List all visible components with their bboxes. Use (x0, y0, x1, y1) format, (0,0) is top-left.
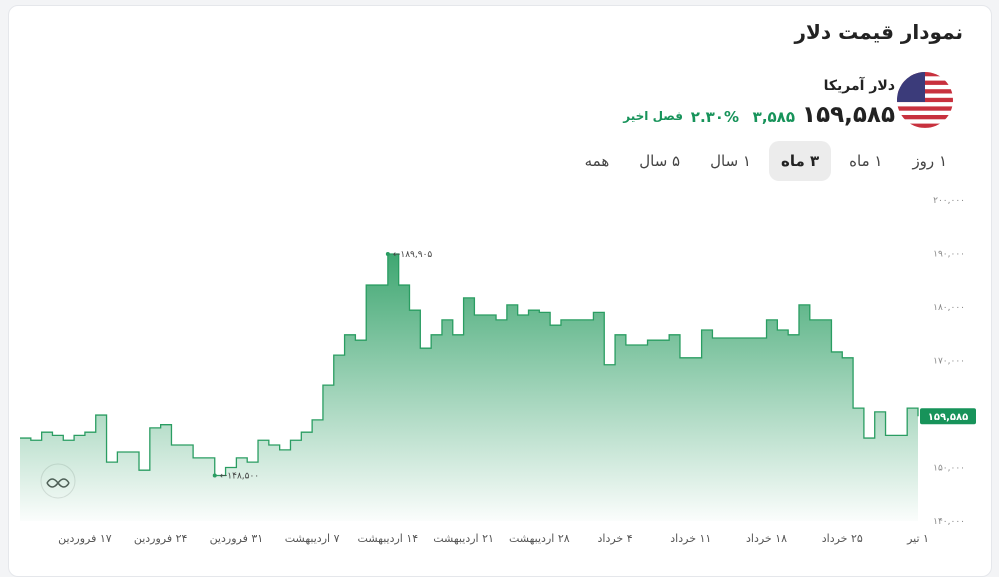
x-tick-label: ۱۱ خرداد (670, 532, 711, 545)
y-tick-label: ۲۰۰,۰۰۰ (933, 196, 965, 206)
y-tick-label: ۱۸۰,۰۰۰ (933, 303, 965, 313)
x-tick-label: ۲۵ خرداد (822, 532, 863, 545)
currency-price: ۱۵۹,۵۸۵ (802, 102, 895, 128)
x-tick-label: ۲۴ فروردین (134, 532, 188, 545)
chart: ۱۴۰,۰۰۰ ۱۵۰,۰۰۰ ۱۷۰,۰۰۰ ۱۸۰,۰۰۰ ۱۹۰,۰۰۰ ۲۰۰,۰… (20, 196, 976, 545)
x-tick-label: ۲۱ اردیبهشت (433, 532, 494, 545)
extreme-point (212, 473, 217, 478)
y-tick-label: ۱۵۰,۰۰۰ (933, 464, 965, 474)
page-title: نمودار قیمت دلار (794, 20, 963, 44)
x-tick-label: ۱ تیر (906, 532, 929, 545)
range-tab[interactable]: ۱ ماه (849, 152, 883, 170)
range-tab[interactable]: ۱ سال (710, 152, 751, 170)
price-change-percent: ۲.۳۰% (690, 108, 739, 126)
y-tick-label: ۱۴۰,۰۰۰ (933, 517, 965, 527)
x-tick-label: ۲۸ اردیبهشت (509, 532, 570, 545)
area (20, 254, 918, 522)
y-tick-label: ۱۷۰,۰۰۰ (933, 357, 965, 367)
x-tick-label: ۳۱ فروردین (210, 532, 264, 545)
extreme-point (385, 252, 390, 257)
price-change: ۳,۵۸۵ (752, 108, 795, 126)
x-tick-label: ۷ اردیبهشت (285, 532, 340, 545)
change-period: فصل اخیر (623, 109, 683, 123)
x-tick-label: ۱۸ خرداد (746, 532, 787, 545)
range-tab[interactable]: ۱ روز (912, 152, 947, 170)
flag (897, 72, 953, 128)
currency-name: دلار آمریکا (823, 78, 895, 94)
line (20, 253, 919, 477)
extreme-label: ←۱۴۸,۵۰۰ (220, 472, 259, 482)
x-tick-label: ۴ خرداد (597, 532, 632, 545)
range-tabs: ۱ روز ۱ ماه ۳ ماه ۱ سال ۵ سال همه (573, 141, 959, 181)
y-tick-label: ۱۹۰,۰۰۰ (933, 250, 965, 260)
range-tab[interactable]: ۳ ماه (768, 141, 832, 181)
extreme-label: ←۱۸۹,۹۰۵ (393, 250, 433, 260)
last-value-label: ۱۵۹,۵۸۵ (928, 412, 968, 423)
range-tab[interactable]: همه (584, 152, 610, 170)
page: نمودار قیمت دلار دلار آمریکا ۱۵۹,۵۸۵ ۳,۵… (8, 5, 992, 577)
range-tab[interactable]: ۵ سال (639, 152, 681, 170)
x-tick-label: ۱۷ فروردین (58, 532, 112, 545)
last-value-badge (920, 408, 976, 425)
x-tick-label: ۱۴ اردیبهشت (358, 532, 419, 545)
